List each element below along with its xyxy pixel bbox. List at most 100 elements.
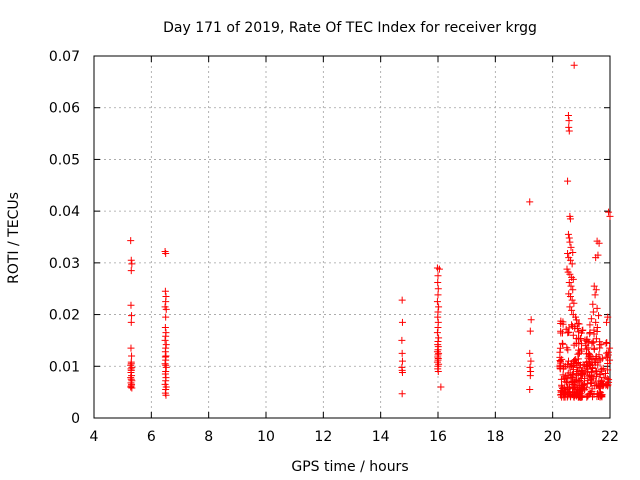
data-point: [589, 300, 597, 308]
data-point: [398, 349, 406, 357]
data-point: [583, 335, 591, 343]
data-point: [595, 383, 603, 391]
x-tick-label: 14: [372, 429, 390, 445]
data-point: [161, 287, 169, 295]
data-point: [161, 370, 169, 378]
data-point: [561, 362, 569, 370]
data-point: [592, 353, 600, 361]
data-point: [584, 368, 592, 376]
y-axis: 0 0.01 0.02 0.03 0.04 0.05 0.06 0.07: [49, 49, 610, 427]
data-point: [162, 305, 170, 313]
data-point: [526, 349, 534, 357]
data-point: [127, 318, 135, 326]
x-axis: 4 6 8 10 12 14 16 18 20 22: [90, 56, 619, 445]
x-axis-label: GPS time / hours: [291, 459, 408, 475]
x-tick-label: 22: [601, 429, 619, 445]
data-point: [583, 380, 591, 388]
data-point: [563, 265, 571, 273]
data-point: [128, 363, 136, 371]
data-point: [603, 339, 611, 347]
data-point: [127, 301, 135, 309]
data-point: [556, 344, 564, 352]
data-point: [569, 275, 577, 283]
data-point: [434, 285, 442, 293]
data-point: [591, 291, 599, 299]
x-tick-label: 18: [486, 429, 504, 445]
data-point: [434, 279, 442, 287]
data-point: [601, 369, 609, 377]
data-point: [563, 344, 571, 352]
data-point: [569, 331, 577, 339]
data-point: [527, 316, 535, 324]
data-point: [569, 380, 577, 388]
data-point: [582, 342, 590, 350]
data-point: [437, 383, 445, 391]
data-point: [575, 328, 583, 336]
y-tick-label: 0.06: [49, 101, 80, 117]
y-tick-label: 0.07: [49, 49, 80, 65]
data-point: [603, 318, 611, 326]
data-point: [599, 364, 607, 372]
data-point: [589, 308, 597, 316]
data-point: [588, 379, 596, 387]
data-point: [590, 345, 598, 353]
data-point: [598, 391, 606, 399]
y-tick-label: 0.03: [49, 256, 80, 272]
data-point: [602, 339, 610, 347]
data-point: [587, 315, 595, 323]
data-point: [566, 369, 574, 377]
y-axis-label: ROTI / TECUs: [6, 192, 22, 284]
data-point: [566, 303, 574, 311]
data-point: [566, 215, 574, 223]
data-point: [127, 256, 135, 264]
data-point: [592, 254, 600, 262]
data-point: [567, 393, 575, 401]
data-point: [593, 304, 601, 312]
data-point: [597, 392, 605, 400]
data-point: [577, 345, 585, 353]
data-point: [558, 355, 566, 363]
data-point: [128, 260, 136, 268]
data-point: [564, 250, 572, 258]
data-point: [606, 344, 614, 352]
data-point: [162, 332, 170, 340]
data-point: [603, 349, 611, 357]
x-tick-label: 10: [257, 429, 275, 445]
data-point: [162, 298, 170, 306]
data-point: [590, 282, 598, 290]
data-point: [585, 338, 593, 346]
data-point: [434, 313, 442, 321]
data-point: [573, 325, 581, 333]
data-point: [575, 334, 583, 342]
data-point: [398, 336, 406, 344]
data-point: [604, 359, 612, 367]
data-point: [435, 334, 443, 342]
data-point: [398, 357, 406, 365]
data-point: [575, 320, 583, 328]
data-point: [587, 356, 595, 364]
data-point: [592, 335, 600, 343]
data-point: [434, 291, 442, 299]
plot-frame: [93, 55, 611, 419]
data-point: [576, 377, 584, 385]
data-point: [592, 318, 600, 326]
data-point: [127, 365, 135, 373]
data-point: [570, 299, 578, 307]
data-point: [578, 393, 586, 401]
data-point: [595, 312, 603, 320]
data-point: [570, 366, 578, 374]
data-point: [434, 324, 442, 331]
data-point: [128, 312, 136, 320]
data-point: [567, 282, 575, 290]
data-point: [564, 111, 572, 119]
data-point: [592, 286, 600, 294]
data-point: [162, 341, 170, 349]
data-point: [565, 383, 573, 391]
data-point: [605, 208, 613, 216]
x-tick-label: 4: [90, 429, 99, 445]
data-point: [602, 353, 610, 361]
data-point: [559, 340, 567, 348]
data-point: [567, 243, 575, 251]
data-point: [579, 326, 587, 334]
data-point: [574, 350, 582, 358]
